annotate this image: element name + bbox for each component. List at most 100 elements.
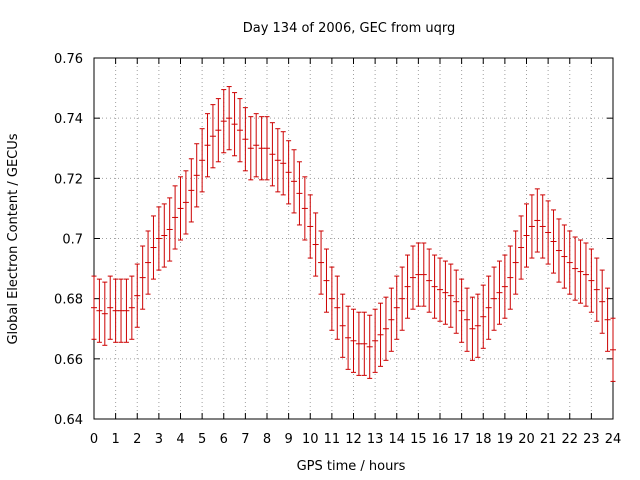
error-bar-point (507, 245, 514, 310)
error-bar-point (155, 206, 162, 271)
x-tick-label: 17 (453, 432, 470, 447)
error-bar-point (204, 113, 211, 178)
x-tick-label: 18 (475, 432, 492, 447)
error-bar-point (474, 293, 481, 358)
error-bar-point (534, 188, 541, 253)
error-bar-point (572, 236, 579, 301)
error-bar-point (350, 308, 357, 373)
error-bar-point (226, 86, 233, 151)
x-tick-label: 6 (220, 432, 228, 447)
x-tick-label: 3 (155, 432, 163, 447)
error-bar-point (420, 242, 427, 307)
error-bar-point (345, 305, 352, 370)
error-bar-point (366, 314, 373, 379)
x-tick-label: 8 (263, 432, 271, 447)
y-tick-label: 0.76 (54, 52, 83, 67)
error-bar-point (209, 104, 216, 169)
error-bar-point (188, 158, 195, 223)
error-bar-point (269, 122, 276, 187)
error-bar-point (118, 278, 125, 343)
error-bar-point (145, 230, 152, 295)
error-bar-point (377, 302, 384, 367)
x-tick-label: 21 (540, 432, 557, 447)
x-tick-label: 20 (518, 432, 535, 447)
error-bar-point (361, 311, 368, 376)
error-bar-point (501, 254, 508, 319)
error-bar-point (128, 275, 135, 340)
y-tick-label: 0.7 (62, 233, 83, 248)
error-bar-point (291, 149, 298, 214)
x-tick-label: 13 (367, 432, 384, 447)
x-tick-label: 5 (198, 432, 206, 447)
x-tick-label: 0 (90, 432, 98, 447)
x-tick-label: 4 (176, 432, 184, 447)
error-bar-point (166, 197, 173, 262)
error-bar-point (96, 278, 103, 343)
error-bar-point (280, 131, 287, 196)
error-bar-point (426, 248, 433, 313)
x-tick-label: 11 (324, 432, 341, 447)
error-bar-point (101, 281, 108, 346)
error-bar-point (582, 242, 589, 307)
x-axis-label: GPS time / hours (297, 459, 406, 474)
error-bar-point (247, 116, 254, 181)
error-bar-point (528, 194, 535, 259)
x-tick-label: 14 (388, 432, 405, 447)
error-bar-point (561, 224, 568, 289)
error-bar-point (91, 275, 97, 340)
error-bar-point (496, 260, 503, 325)
error-bar-point (215, 98, 222, 163)
error-bar-point (285, 140, 292, 205)
y-tick-label: 0.66 (54, 353, 83, 368)
error-bar-point (112, 278, 119, 343)
error-bar-point (323, 248, 330, 313)
x-tick-label: 19 (497, 432, 514, 447)
error-bar-point (231, 92, 238, 157)
error-bar-point (312, 212, 319, 277)
x-tick-label: 24 (605, 432, 622, 447)
error-bar-point (253, 113, 260, 178)
chart-title: Day 134 of 2006, GEC from uqrg (243, 21, 456, 36)
y-tick-label: 0.64 (54, 413, 83, 428)
error-bar-point (610, 317, 616, 382)
error-bar-point (593, 257, 600, 322)
error-bar-point (577, 239, 584, 304)
error-bar-point (172, 185, 179, 250)
error-bar-point (339, 293, 346, 358)
error-bar-point (161, 203, 168, 268)
error-bar-point (415, 242, 422, 307)
error-bar-point (372, 308, 379, 373)
error-bar-point (318, 230, 325, 295)
error-bar-point (107, 275, 114, 340)
x-tick-label: 9 (284, 432, 292, 447)
x-tick-label: 2 (133, 432, 141, 447)
x-tick-label: 1 (111, 432, 119, 447)
error-bar-point (393, 275, 400, 340)
error-bar-point (177, 176, 184, 241)
error-bar-point (518, 215, 525, 280)
x-tick-label: 12 (345, 432, 362, 447)
error-bar-point (355, 311, 362, 376)
error-bar-point (134, 263, 141, 328)
error-bar-point (193, 143, 200, 208)
error-bar-point (328, 266, 335, 331)
error-bar-point (274, 128, 281, 193)
y-tick-label: 0.72 (54, 172, 83, 187)
error-bar-point (480, 284, 487, 349)
error-bar-point (431, 254, 438, 319)
error-bar-point (399, 266, 406, 331)
error-bar-point (236, 98, 243, 163)
error-bar-point (442, 260, 449, 325)
x-tick-labels: 0 1 2 3 4 5 6 7 8 9 10 11 12 13 14 15 16 17 18 19 20 21 22 23 24 (90, 432, 621, 447)
error-bar-point (264, 116, 270, 181)
error-bar-point (545, 200, 552, 265)
error-bar-point (604, 287, 611, 352)
error-bar-point (409, 245, 416, 310)
error-bar-point (539, 194, 546, 259)
x-tick-label: 15 (410, 432, 427, 447)
x-tick-label: 7 (241, 432, 249, 447)
error-bar-point (404, 254, 411, 319)
error-bar-point (447, 263, 454, 328)
x-tick-label: 16 (432, 432, 449, 447)
error-bar-point (139, 245, 146, 310)
